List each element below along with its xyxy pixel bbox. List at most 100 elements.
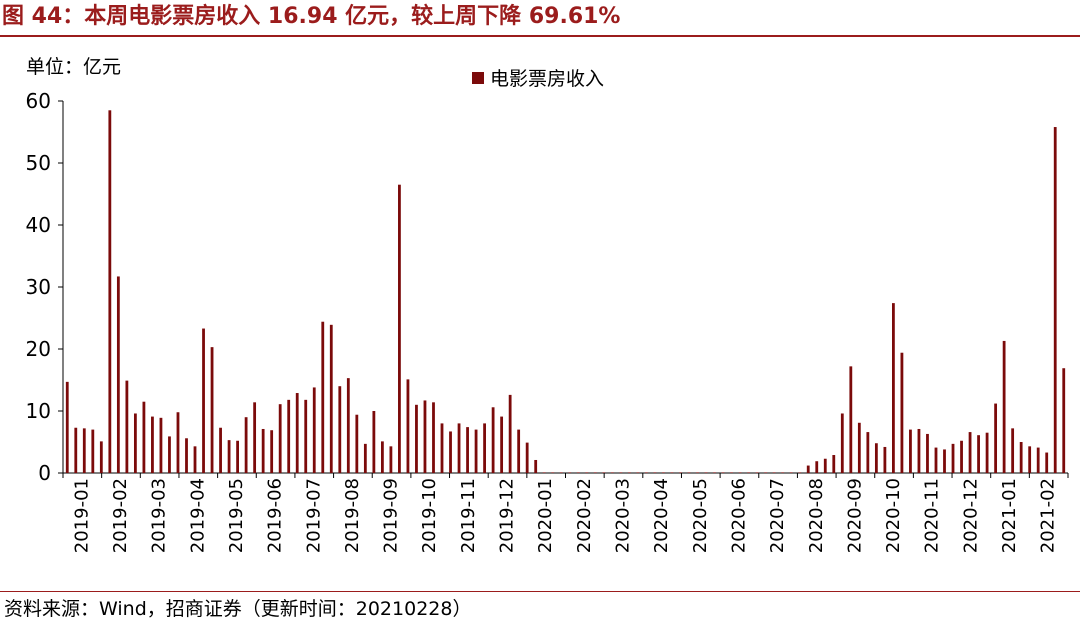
bar xyxy=(244,417,248,473)
bar xyxy=(363,443,367,473)
bar xyxy=(329,324,333,473)
x-tick-label: 2019-04 xyxy=(187,478,208,553)
bar xyxy=(627,472,631,473)
bar xyxy=(65,381,69,473)
x-tick-label: 2019-02 xyxy=(110,478,131,553)
bar xyxy=(236,440,239,473)
bar xyxy=(909,429,912,473)
bar xyxy=(82,428,86,473)
bar xyxy=(1053,127,1057,473)
bar xyxy=(355,414,359,473)
bar xyxy=(585,472,589,473)
x-tick-label: 2019-06 xyxy=(265,478,286,553)
x-tick-label: 2020-03 xyxy=(612,478,633,553)
bar xyxy=(704,472,708,473)
page-title: 图 44：本周电影票房收入 16.94 亿元，较上周下降 69.61% xyxy=(2,4,621,29)
bar xyxy=(772,472,776,473)
bar xyxy=(730,472,733,473)
x-tick-label: 2019-11 xyxy=(458,478,479,553)
bar xyxy=(525,442,529,473)
bar xyxy=(338,386,342,473)
bar xyxy=(202,328,205,473)
bar xyxy=(593,472,597,473)
bar xyxy=(542,472,546,473)
bar xyxy=(449,431,452,473)
bar xyxy=(389,446,393,473)
bar xyxy=(687,472,691,473)
bar xyxy=(789,472,793,473)
bar xyxy=(764,472,768,473)
bar xyxy=(636,472,640,473)
bar xyxy=(168,436,171,473)
bar xyxy=(500,416,504,473)
x-tick-label: 2020-08 xyxy=(806,478,827,553)
bar xyxy=(900,352,904,473)
bar xyxy=(210,347,214,473)
bar xyxy=(619,472,623,473)
bar xyxy=(483,423,486,473)
bar xyxy=(253,402,257,473)
y-tick-label: 60 xyxy=(26,89,51,113)
bar xyxy=(968,432,972,473)
bar-chart: 0 10 20 30 40 50 60 2019-01 2019-02 2019-03 2019-0… xyxy=(26,89,1069,553)
bar xyxy=(551,472,555,473)
bar xyxy=(602,472,606,473)
bar xyxy=(125,380,129,473)
bar xyxy=(977,435,980,473)
bar xyxy=(653,472,657,473)
bar xyxy=(270,430,274,473)
bar xyxy=(261,428,265,473)
bar xyxy=(670,472,674,473)
bar xyxy=(423,400,427,473)
bar xyxy=(346,378,350,473)
bar xyxy=(823,458,827,473)
bar xyxy=(312,387,316,473)
y-tick-label: 20 xyxy=(26,337,51,361)
bar xyxy=(985,432,989,473)
bar xyxy=(849,366,853,473)
bar xyxy=(917,428,921,473)
legend-label: 电影票房收入 xyxy=(490,68,605,90)
x-tick-label: 2020-07 xyxy=(767,478,788,553)
bar xyxy=(287,399,291,473)
bar xyxy=(1062,368,1066,473)
unit-label: 单位：亿元 xyxy=(26,56,122,78)
bar xyxy=(491,407,495,473)
bar xyxy=(713,472,716,473)
y-tick-label: 30 xyxy=(26,275,51,299)
bar xyxy=(398,184,401,473)
x-tick-label: 2019-12 xyxy=(497,478,518,553)
bar xyxy=(1002,340,1006,473)
bar xyxy=(406,379,410,473)
bar xyxy=(662,472,665,473)
bar xyxy=(806,465,810,473)
bar xyxy=(432,402,435,473)
source-divider xyxy=(0,591,1080,592)
x-tick-label: 2020-06 xyxy=(728,478,749,553)
x-tick-label: 2020-12 xyxy=(960,478,981,553)
bar xyxy=(926,433,929,473)
bar xyxy=(108,110,112,474)
x-tick-label: 2021-02 xyxy=(1038,478,1059,553)
bar xyxy=(321,321,325,473)
bar xyxy=(91,429,95,473)
bar xyxy=(133,413,137,473)
bar xyxy=(159,417,163,473)
bar xyxy=(576,472,580,473)
y-tick-label: 10 xyxy=(26,399,51,423)
bar xyxy=(295,393,299,473)
x-tick-label: 2020-04 xyxy=(651,478,672,553)
x-tick-label: 2019-10 xyxy=(419,478,440,553)
bar xyxy=(517,429,521,473)
bar xyxy=(1011,428,1015,473)
x-tick-label: 2020-05 xyxy=(690,478,711,553)
bar xyxy=(943,449,946,473)
bar xyxy=(474,429,478,473)
bar xyxy=(176,412,180,473)
bar xyxy=(815,461,819,473)
x-tick-label: 2019-05 xyxy=(226,478,247,553)
bar xyxy=(219,427,222,473)
bar xyxy=(304,399,308,473)
bar xyxy=(738,472,742,473)
bar xyxy=(610,472,614,473)
